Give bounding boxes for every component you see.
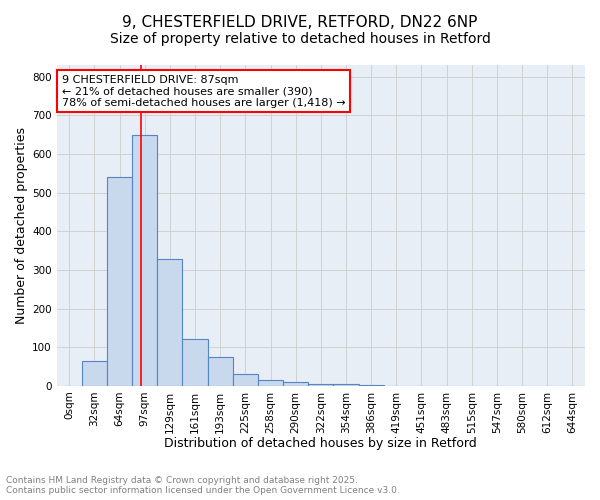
Bar xyxy=(233,374,258,386)
Bar xyxy=(132,136,157,386)
Bar xyxy=(182,340,208,386)
Bar xyxy=(208,357,233,386)
Bar xyxy=(157,259,182,386)
Bar xyxy=(334,384,359,386)
Bar xyxy=(107,177,132,386)
Text: 9, CHESTERFIELD DRIVE, RETFORD, DN22 6NP: 9, CHESTERFIELD DRIVE, RETFORD, DN22 6NP xyxy=(122,15,478,30)
Y-axis label: Number of detached properties: Number of detached properties xyxy=(15,127,28,324)
Bar xyxy=(283,382,308,386)
Text: 9 CHESTERFIELD DRIVE: 87sqm
← 21% of detached houses are smaller (390)
78% of se: 9 CHESTERFIELD DRIVE: 87sqm ← 21% of det… xyxy=(62,74,346,108)
X-axis label: Distribution of detached houses by size in Retford: Distribution of detached houses by size … xyxy=(164,437,477,450)
Text: Size of property relative to detached houses in Retford: Size of property relative to detached ho… xyxy=(110,32,490,46)
Bar xyxy=(359,385,384,386)
Bar xyxy=(82,360,107,386)
Text: Contains HM Land Registry data © Crown copyright and database right 2025.
Contai: Contains HM Land Registry data © Crown c… xyxy=(6,476,400,495)
Bar xyxy=(258,380,283,386)
Bar xyxy=(308,384,334,386)
